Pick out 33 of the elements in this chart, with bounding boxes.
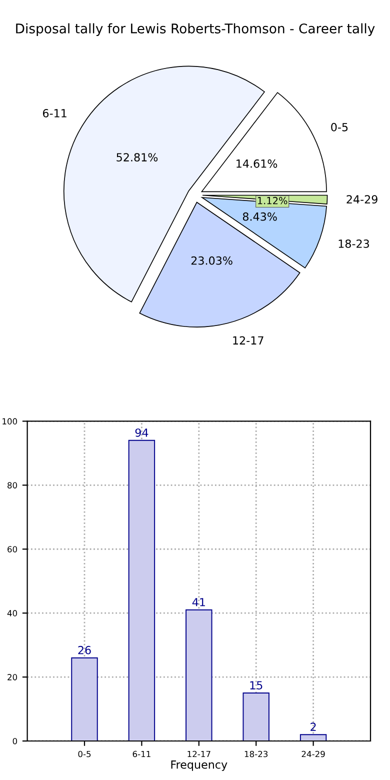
slice-label: 12-17 (233, 336, 264, 344)
bar (300, 734, 327, 741)
data-label: 8.43% (242, 212, 277, 221)
x-tick-label: 24-29 (302, 750, 325, 758)
data-label: 52.81% (116, 153, 158, 162)
y-tick-label: 20 (8, 674, 18, 680)
bar (128, 440, 156, 741)
slice-label: 0-5 (331, 122, 348, 132)
slice-label: 6-11 (42, 109, 66, 118)
data-label: 1.12% (258, 196, 288, 204)
x-tick-label: 18-23 (244, 750, 268, 758)
y-tick-label: 80 (8, 482, 18, 488)
slice-label: 24-29 (346, 195, 378, 204)
bar (71, 657, 98, 741)
x-tick-label: 0-5 (78, 750, 91, 758)
data-label: 94 (135, 428, 148, 437)
y-tick-label: 40 (7, 610, 18, 616)
data-label: 23.03% (191, 256, 232, 265)
chart-title: Disposal tally for Lewis Roberts-Thomson - Career tally (16, 23, 375, 36)
x-tick-label: 6-11 (132, 750, 150, 758)
y-tick-label: 100 (2, 418, 18, 424)
data-label: 2 (310, 722, 316, 731)
bar (186, 609, 212, 741)
x-axis-title: Frequency (171, 760, 228, 771)
data-label: 14.61% (236, 159, 278, 168)
x-tick-label: 12-17 (188, 750, 210, 758)
y-tick-label: 60 (8, 546, 18, 552)
slice-label: 18-23 (338, 239, 369, 248)
data-label: 26 (78, 646, 91, 654)
y-tick-label: 0 (12, 738, 18, 744)
bar (242, 692, 270, 741)
data-label: 15 (250, 681, 262, 690)
data-label: 41 (192, 598, 205, 606)
